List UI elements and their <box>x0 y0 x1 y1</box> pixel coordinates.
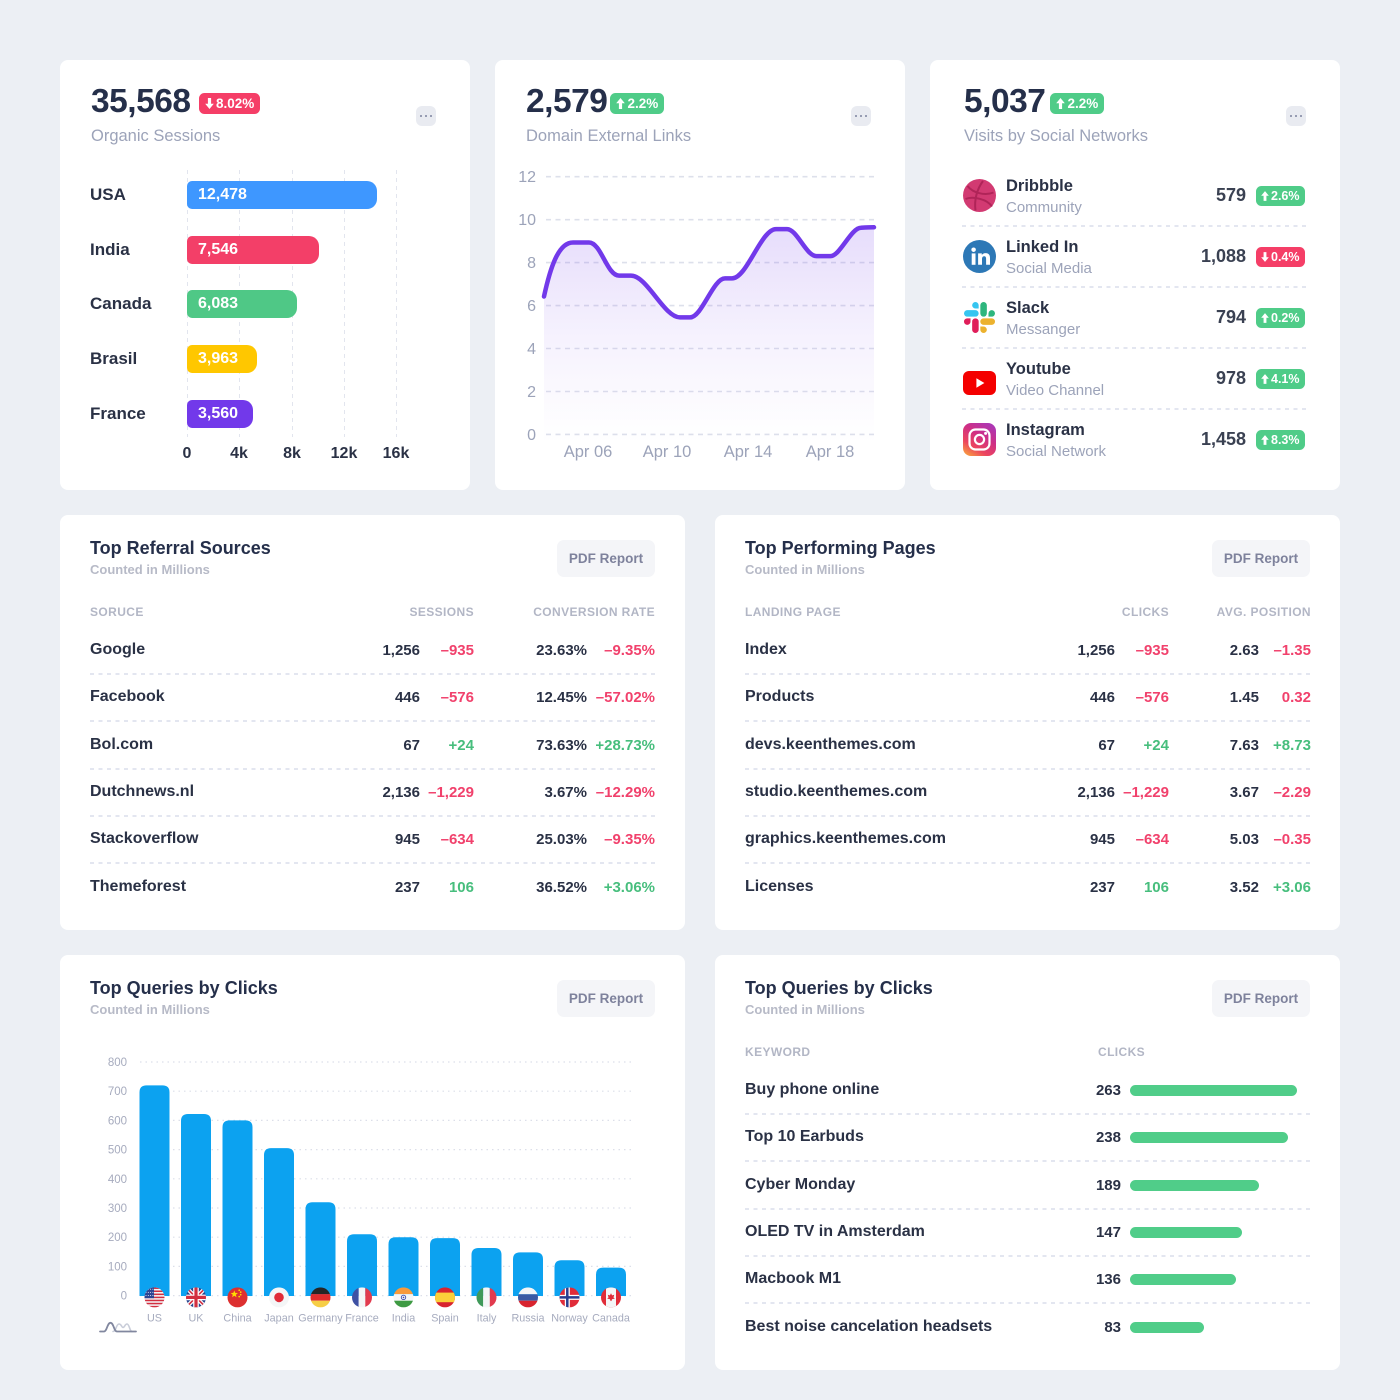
svg-text:100: 100 <box>108 1261 127 1273</box>
svg-text:Apr 06: Apr 06 <box>564 443 613 461</box>
svg-text:Apr 14: Apr 14 <box>724 443 773 461</box>
svg-text:10: 10 <box>518 212 536 229</box>
svg-text:4: 4 <box>527 341 536 358</box>
svg-text:800: 800 <box>108 1057 127 1069</box>
svg-text:France: France <box>345 1313 379 1325</box>
svg-text:12: 12 <box>518 169 536 186</box>
svg-text:Germany: Germany <box>298 1313 343 1325</box>
svg-text:200: 200 <box>108 1232 127 1244</box>
svg-text:0: 0 <box>527 427 536 444</box>
svg-text:6: 6 <box>527 298 536 315</box>
svg-text:Spain: Spain <box>431 1313 459 1325</box>
svg-text:400: 400 <box>108 1174 127 1186</box>
svg-text:Canada: Canada <box>592 1313 630 1325</box>
svg-text:China: China <box>223 1313 251 1325</box>
svg-text:Japan: Japan <box>264 1313 293 1325</box>
svg-text:Apr 10: Apr 10 <box>643 443 692 461</box>
svg-text:Italy: Italy <box>477 1313 497 1325</box>
svg-text:India: India <box>392 1313 415 1325</box>
svg-text:300: 300 <box>108 1203 127 1215</box>
svg-text:Russia: Russia <box>511 1313 544 1325</box>
svg-text:2: 2 <box>527 384 536 401</box>
svg-text:Norway: Norway <box>551 1313 588 1325</box>
svg-text:8: 8 <box>527 255 536 272</box>
svg-text:500: 500 <box>108 1145 127 1157</box>
svg-text:600: 600 <box>108 1115 127 1127</box>
svg-text:Apr 18: Apr 18 <box>806 443 855 461</box>
svg-text:0: 0 <box>121 1291 127 1303</box>
svg-text:700: 700 <box>108 1086 127 1098</box>
svg-text:US: US <box>147 1313 162 1325</box>
svg-text:UK: UK <box>189 1313 205 1325</box>
